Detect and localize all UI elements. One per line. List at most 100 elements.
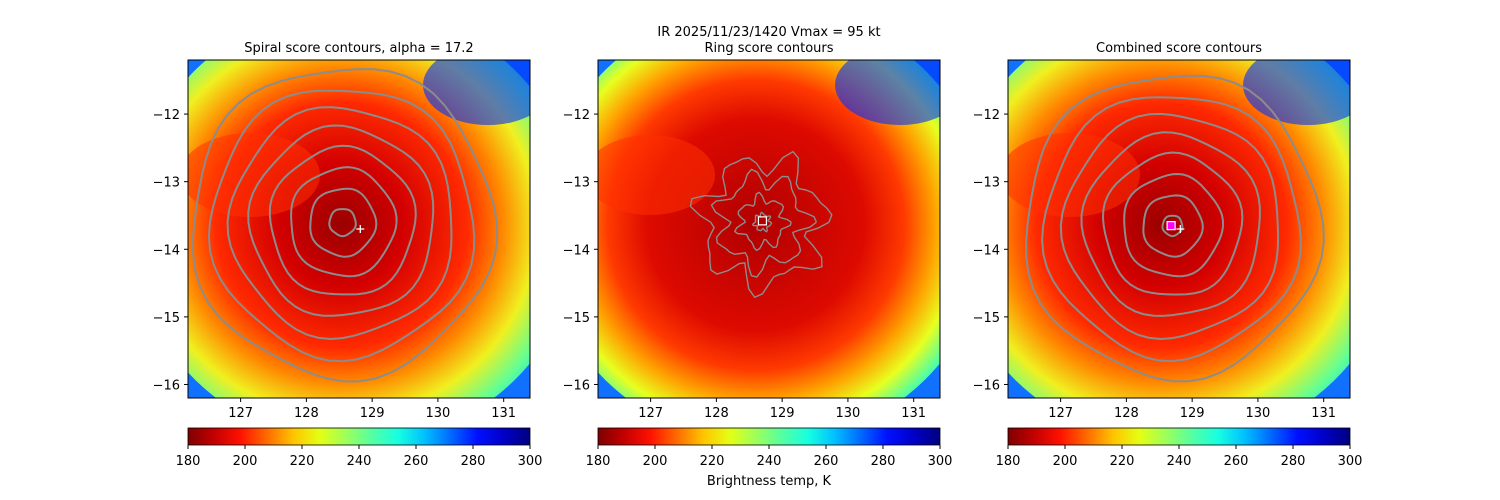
y-tick-label: −16: [563, 378, 590, 393]
colorbar-tick-label: 300: [928, 454, 953, 469]
combined-contours: [1025, 74, 1325, 383]
colorbar-bar: [1007, 427, 1351, 446]
y-axis-ticks: −12 −13 −14 −15 −16: [563, 108, 598, 393]
x-tick-label: 131: [1311, 406, 1336, 421]
y-tick-label: −15: [563, 311, 590, 326]
contour-line: [1142, 194, 1204, 258]
colorbar-tick-label: 200: [643, 454, 668, 469]
x-tick-label: 130: [426, 406, 451, 421]
contour-line: [268, 144, 417, 296]
contour-line: [207, 89, 476, 363]
colorbar-tick-label: 260: [1224, 454, 1249, 469]
y-tick-label: −14: [563, 243, 590, 258]
figure-suptitle: IR 2025/11/23/1420 Vmax = 95 kt: [657, 25, 880, 40]
contour-line: [1041, 96, 1302, 363]
contour-line: [191, 68, 499, 383]
contour-line: [1080, 131, 1261, 317]
x-tick-label: 129: [360, 406, 385, 421]
contour-line: [1025, 74, 1325, 383]
combined-markers: [1166, 221, 1185, 233]
contour-line: [328, 208, 357, 238]
colorbar-tick-label: 180: [176, 454, 201, 469]
x-tick-label: 127: [1048, 406, 1073, 421]
ring-markers: [757, 216, 768, 226]
colorbar-tick-label: 280: [461, 454, 486, 469]
colorbar-tick-label: 220: [290, 454, 315, 469]
x-tick-label: 130: [1246, 406, 1271, 421]
colorbar-tick-label: 240: [757, 454, 782, 469]
panel-combined: Combined score contours 127 128 129 130 131 …: [973, 41, 1351, 421]
y-tick-label: −13: [153, 176, 180, 191]
colorbar-tick-label: 300: [518, 454, 543, 469]
x-tick-label: 128: [704, 406, 729, 421]
axes-frame: [187, 59, 531, 399]
x-axis-ticks: 127 128 129 130 131: [228, 398, 516, 421]
axes-frame: [1007, 59, 1351, 399]
axes-frame: [597, 59, 941, 399]
x-tick-label: 127: [638, 406, 663, 421]
contour-line: [1123, 172, 1225, 278]
x-tick-label: 131: [901, 406, 926, 421]
y-tick-label: −12: [153, 108, 180, 123]
y-axis-ticks: −12 −13 −14 −15 −16: [153, 108, 188, 393]
spiral-contours: [191, 68, 499, 383]
y-tick-label: −16: [973, 378, 1000, 393]
y-tick-label: −15: [973, 311, 1000, 326]
contour-line: [1059, 112, 1280, 341]
contour-line: [1161, 214, 1184, 238]
colorbar-tick-label: 180: [996, 454, 1021, 469]
colorbar-3: 180 200 220 240 260 280 300: [996, 427, 1363, 469]
y-tick-label: −15: [153, 311, 180, 326]
y-tick-label: −12: [973, 108, 1000, 123]
x-tick-label: 131: [491, 406, 516, 421]
center-plus-marker: [1176, 225, 1185, 233]
colorbar-bar: [597, 427, 941, 446]
contour-line: [247, 124, 435, 317]
y-tick-label: −13: [563, 176, 590, 191]
colorbar-tick-label: 300: [1338, 454, 1363, 469]
center-square-marker: [1166, 221, 1176, 231]
spiral-markers: [356, 225, 365, 233]
x-tick-label: 128: [294, 406, 319, 421]
colorbar-tick-label: 240: [347, 454, 372, 469]
x-tick-label: 127: [228, 406, 253, 421]
colorbar-1: 180 200 220 240 260 280 300: [176, 427, 543, 469]
x-tick-label: 129: [1180, 406, 1205, 421]
colorbar-label: Brightness temp, K: [707, 474, 832, 489]
colorbar-tick-label: 200: [1053, 454, 1078, 469]
colorbar-tick-label: 280: [871, 454, 896, 469]
y-axis-ticks: −12 −13 −14 −15 −16: [973, 108, 1008, 393]
contour-line: [752, 211, 773, 233]
center-plus-marker: [356, 225, 365, 233]
colorbar-tick-label: 280: [1281, 454, 1306, 469]
contour-line: [1101, 151, 1244, 296]
x-tick-label: 129: [770, 406, 795, 421]
colorbar-tick-label: 220: [1110, 454, 1135, 469]
y-tick-label: −12: [563, 108, 590, 123]
contour-line: [710, 168, 818, 278]
colorbar-tick-label: 180: [586, 454, 611, 469]
y-tick-label: −14: [973, 243, 1000, 258]
x-tick-label: 130: [836, 406, 861, 421]
contour-line: [733, 191, 792, 252]
colorbar-bar: [187, 427, 531, 446]
x-axis-ticks: 127 128 129 130 131: [638, 398, 926, 421]
contour-line: [226, 106, 453, 341]
x-axis-ticks: 127 128 129 130 131: [1048, 398, 1336, 421]
colorbar-tick-label: 200: [233, 454, 258, 469]
heatmap-ring: [598, 60, 940, 398]
colorbar-tick-label: 260: [814, 454, 839, 469]
y-tick-label: −13: [973, 176, 1000, 191]
colorbar-tick-label: 240: [1167, 454, 1192, 469]
panel-spiral: Spiral score contours, alpha = 17.2 127 1…: [153, 41, 531, 421]
colorbar-2: 180 200 220 240 260 280 300: [586, 427, 953, 469]
y-tick-label: −16: [153, 378, 180, 393]
colorbar-tick-label: 220: [700, 454, 725, 469]
panel-title-spiral: Spiral score contours, alpha = 17.2: [244, 41, 473, 56]
contour-line: [309, 187, 378, 258]
contour-line: [689, 150, 833, 299]
ring-contours: [689, 150, 833, 299]
panel-title-ring: Ring score contours: [704, 41, 833, 56]
x-tick-label: 128: [1114, 406, 1139, 421]
colorbar-tick-label: 260: [404, 454, 429, 469]
